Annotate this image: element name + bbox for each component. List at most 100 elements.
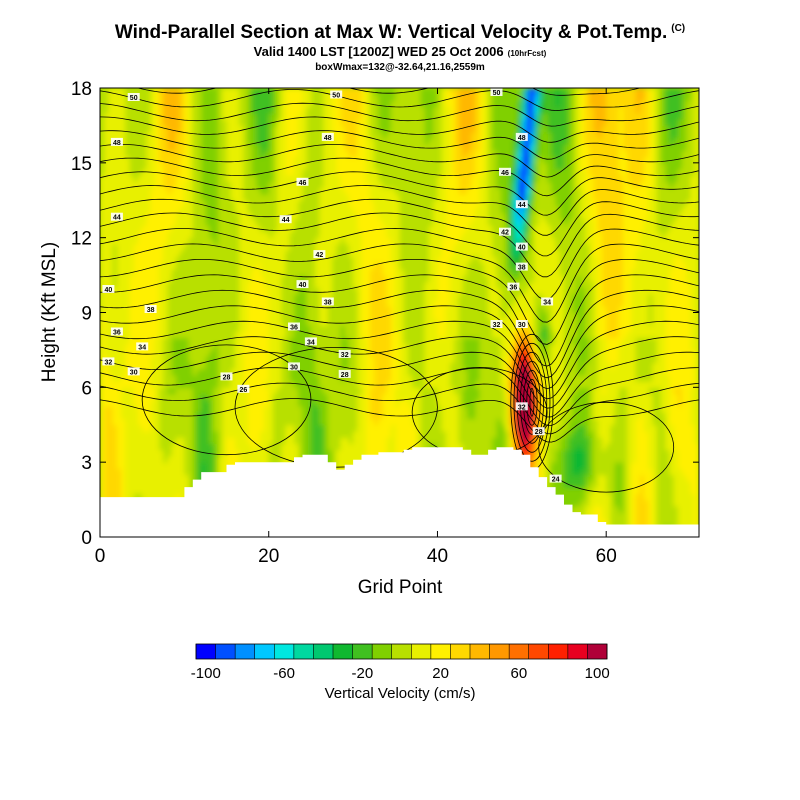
field-cell [281,287,287,295]
field-cell [378,306,384,314]
field-cell [327,312,333,320]
field-cell [353,250,358,257]
field-cell [171,100,177,108]
field-cell [260,112,266,120]
field-cell [226,331,232,339]
field-cell [344,200,350,208]
field-cell [121,281,126,289]
field-cell [218,368,223,376]
field-cell [108,225,114,233]
field-cell [306,169,312,176]
field-cell [332,275,337,282]
field-cell [100,455,105,463]
field-cell [192,399,198,407]
field-cell [344,393,350,401]
field-cell [121,175,126,183]
field-cell [344,268,350,276]
field-cell [108,281,114,289]
field-cell [302,418,308,426]
field-cell [302,393,308,401]
field-cell [348,131,354,139]
field-cell [294,125,299,133]
field-cell [154,175,160,183]
field-cell [218,331,223,339]
field-cell [159,268,164,276]
field-cell [319,337,325,345]
field-cell [133,262,139,270]
field-cell [205,424,211,432]
field-cell [180,462,185,470]
field-cell [357,455,363,463]
field-cell [332,156,337,164]
field-cell [201,455,207,463]
field-cell [142,206,147,214]
field-cell [319,399,325,407]
field-cell [100,119,105,127]
field-cell [298,256,304,264]
field-cell [378,443,384,451]
field-cell [256,337,261,345]
field-cell [298,169,304,176]
field-cell [125,356,131,363]
field-cell [108,256,114,264]
field-cell [348,331,354,339]
field-cell [365,275,371,282]
field-cell [365,356,371,363]
field-cell [142,306,147,314]
field-cell [175,331,181,339]
field-cell [184,312,190,320]
field-cell [310,406,316,413]
field-cell [192,293,198,301]
field-cell [213,125,219,133]
field-cell [340,387,346,395]
field-cell [332,362,337,370]
field-cell [365,237,371,245]
field-cell [369,275,375,282]
field-cell [306,206,312,214]
field-cell [167,487,173,494]
field-cell [146,119,152,127]
field-cell [142,131,147,139]
field-cell [163,181,169,189]
field-cell [310,287,316,295]
field-cell [310,424,316,432]
field-cell [289,106,295,114]
field-cell [277,237,282,245]
field-cell [100,424,105,432]
field-cell [251,218,257,226]
field-cell [369,88,375,95]
field-cell [340,393,346,401]
field-cell [310,356,316,363]
field-cell [382,437,388,445]
field-cell [247,381,253,388]
field-cell [218,468,223,476]
field-cell [340,175,346,183]
field-cell [382,362,388,370]
field-cell [277,374,282,382]
field-cell [378,275,384,282]
field-cell [256,443,261,451]
field-cell [369,368,375,376]
field-cell [327,349,333,357]
field-cell [137,468,143,476]
field-cell [239,418,245,426]
field-cell [243,362,249,370]
field-cell [116,156,122,164]
field-cell [386,100,392,108]
field-cell [188,150,194,158]
field-cell [180,243,185,251]
field-cell [361,399,367,407]
field-cell [184,94,190,102]
field-cell [332,162,337,170]
field-cell [298,406,304,413]
field-cell [142,424,147,432]
field-cell [336,100,342,108]
field-cell [230,88,236,95]
field-cell [315,137,320,145]
field-cell [133,293,139,301]
field-cell [188,162,194,170]
field-cell [222,430,228,438]
field-cell [382,281,388,289]
field-cell [247,194,253,201]
field-cell [386,430,392,438]
